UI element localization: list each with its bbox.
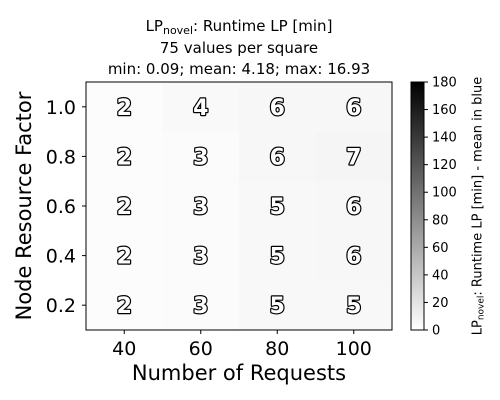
colorbar-tick-label: 120: [432, 158, 457, 173]
heatmap-cell: [239, 280, 316, 331]
x-tick-label: 60: [189, 338, 213, 360]
heatmap-cell-label: 5: [270, 195, 285, 220]
heatmap-cell: [162, 230, 240, 281]
heatmap-cell-label: 3: [193, 145, 208, 170]
heatmap-cell-label: 2: [117, 245, 132, 270]
heatmap-cell-label: 2: [117, 195, 132, 220]
colorbar-tick-label: 140: [432, 131, 457, 146]
chart-title-line-2: 75 values per square: [159, 39, 319, 57]
y-tick-label: 1.0: [46, 97, 76, 119]
heatmap-cell-label: 6: [346, 96, 361, 121]
colorbar: [410, 81, 425, 331]
heatmap-cell: [315, 181, 393, 232]
heatmap-cell-label: 6: [346, 245, 361, 270]
title-subscript: novel: [162, 24, 194, 37]
colorbar-label-prefix: LP: [470, 320, 486, 336]
heatmap-cell-label: 5: [270, 294, 285, 319]
colorbar-label-subscript: novel: [476, 295, 487, 321]
title-suffix: : Runtime LP [min]: [193, 17, 333, 35]
colorbar-tick-label: 100: [432, 186, 457, 201]
heatmap-cell: [162, 280, 240, 331]
heatmap-cell-label: 3: [193, 245, 208, 270]
heatmap-cell: [162, 82, 240, 133]
colorbar-tick-label: 60: [432, 241, 449, 256]
heatmap-cell: [86, 230, 163, 281]
heatmap-cell-label: 7: [346, 145, 361, 170]
heatmap-cell-label: 3: [193, 294, 208, 319]
y-tick-label: 0.4: [46, 246, 76, 268]
heatmap-cell: [315, 230, 393, 281]
colorbar-tick-label: 180: [432, 76, 457, 91]
heatmap-cell-label: 2: [117, 294, 132, 319]
heatmap-cell-label: 6: [270, 96, 285, 121]
colorbar-tick-label: 80: [432, 213, 449, 228]
heatmap-cell-label: 6: [270, 145, 285, 170]
colorbar-tick-label: 40: [432, 268, 449, 283]
x-axis-ticks: 40 60 80 100: [112, 330, 372, 360]
chart-title-line-1: LPnovel: Runtime LP [min]: [86, 17, 392, 37]
heatmap-cell: [239, 230, 316, 281]
heatmap-cell-label: 5: [270, 245, 285, 270]
x-tick-label: 80: [265, 338, 289, 360]
heatmap-cell: [86, 280, 163, 331]
heatmap-cell-labels: 2 3 5 5 2 3 5 6 2 3 5 6 2 3 6 7 2 4 6 6: [115, 95, 362, 321]
heatmap-cell-label: 3: [193, 195, 208, 220]
heatmap-cell: [86, 131, 163, 182]
heatmap-cell-label: 6: [346, 195, 361, 220]
y-tick-label: 0.6: [46, 196, 76, 218]
colorbar-label: LPnovel: Runtime LP [min] - mean in blue: [470, 76, 487, 336]
heatmap-cell-label: 2: [117, 96, 132, 121]
heatmap-cell: [239, 131, 316, 182]
heatmap-cell: [162, 181, 240, 232]
y-tick-label: 0.2: [46, 295, 76, 317]
colorbar-tick-label: 20: [432, 296, 449, 311]
x-axis-label: Number of Requests: [131, 361, 347, 385]
y-tick-label: 0.8: [46, 146, 76, 168]
heatmap-cell: [239, 181, 316, 232]
y-axis-label: Node Resource Factor: [12, 91, 36, 321]
heatmap-cell: [315, 131, 393, 182]
x-tick-label: 40: [112, 338, 136, 360]
heatmap-cell: [239, 82, 316, 133]
colorbar-ticks: 0 20 40 60 80 100 120 140 160 180: [424, 76, 457, 339]
heatmap-cell: [315, 82, 393, 133]
heatmap-cell-label: 2: [117, 145, 132, 170]
heatmap-cell: [86, 82, 163, 133]
chart-title-line-3: min: 0.09; mean: 4.18; max: 16.93: [107, 60, 371, 78]
heatmap-cell: [315, 280, 393, 331]
heatmap-cells: [86, 82, 393, 331]
heatmap-cell: [162, 131, 240, 182]
heatmap-cell-label: 4: [193, 96, 208, 121]
colorbar-label-suffix: : Runtime LP [min] - mean in blue: [470, 76, 486, 296]
colorbar-tick-label: 160: [432, 103, 457, 118]
x-tick-label: 100: [336, 338, 372, 360]
y-axis-ticks: 0.2 0.4 0.6 0.8 1.0: [46, 97, 86, 317]
heatmap-cell-label: 5: [346, 294, 361, 319]
title-prefix: LP: [145, 17, 163, 35]
heatmap-cell: [86, 181, 163, 232]
colorbar-tick-label: 0: [432, 324, 440, 339]
